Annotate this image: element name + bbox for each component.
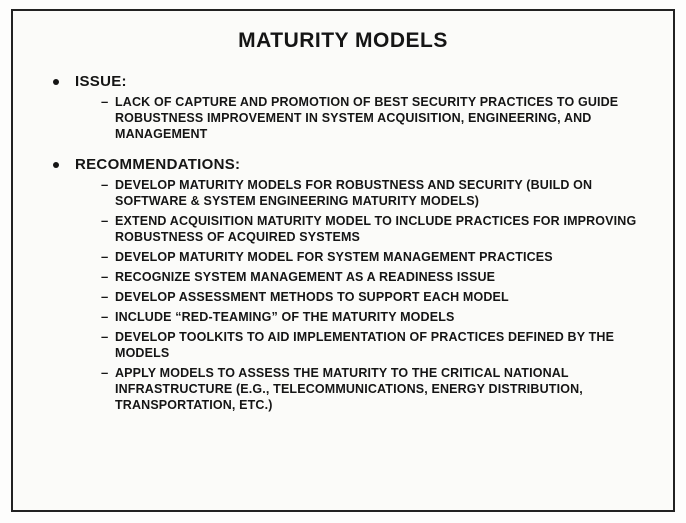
slide-frame: MATURITY MODELS ISSUE: – LACK OF CAPTURE… [11, 9, 675, 512]
bullet-icon [53, 162, 59, 168]
list-item-text: DEVELOP MATURITY MODELS FOR ROBUSTNESS A… [115, 177, 645, 209]
dash-icon: – [101, 329, 115, 345]
list-item-text: INCLUDE “RED-TEAMING” OF THE MATURITY MO… [115, 309, 454, 325]
dash-icon: – [101, 309, 115, 325]
list-item: – DEVELOP MATURITY MODELS FOR ROBUSTNESS… [101, 177, 645, 209]
list-item-text: RECOGNIZE SYSTEM MANAGEMENT AS A READINE… [115, 269, 495, 285]
section-heading-recommendations: RECOMMENDATIONS: [53, 156, 645, 173]
dash-icon: – [101, 94, 115, 110]
recommendations-list: – DEVELOP MATURITY MODELS FOR ROBUSTNESS… [101, 177, 645, 413]
dash-icon: – [101, 177, 115, 193]
list-item: – DEVELOP TOOLKITS TO AID IMPLEMENTATION… [101, 329, 645, 361]
issue-list: – LACK OF CAPTURE AND PROMOTION OF BEST … [101, 94, 645, 142]
section-label: ISSUE: [75, 73, 127, 90]
list-item-text: DEVELOP MATURITY MODEL FOR SYSTEM MANAGE… [115, 249, 553, 265]
list-item: – EXTEND ACQUISITION MATURITY MODEL TO I… [101, 213, 645, 245]
list-item-text: LACK OF CAPTURE AND PROMOTION OF BEST SE… [115, 94, 645, 142]
dash-icon: – [101, 213, 115, 229]
dash-icon: – [101, 289, 115, 305]
list-item: – DEVELOP ASSESSMENT METHODS TO SUPPORT … [101, 289, 645, 305]
list-item-text: DEVELOP TOOLKITS TO AID IMPLEMENTATION O… [115, 329, 645, 361]
list-item: – APPLY MODELS TO ASSESS THE MATURITY TO… [101, 365, 645, 413]
dash-icon: – [101, 269, 115, 285]
list-item: – DEVELOP MATURITY MODEL FOR SYSTEM MANA… [101, 249, 645, 265]
list-item: – INCLUDE “RED-TEAMING” OF THE MATURITY … [101, 309, 645, 325]
bullet-icon [53, 79, 59, 85]
list-item-text: DEVELOP ASSESSMENT METHODS TO SUPPORT EA… [115, 289, 509, 305]
section-label: RECOMMENDATIONS: [75, 156, 240, 173]
section-heading-issue: ISSUE: [53, 73, 645, 90]
dash-icon: – [101, 249, 115, 265]
list-item-text: APPLY MODELS TO ASSESS THE MATURITY TO T… [115, 365, 645, 413]
list-item: – LACK OF CAPTURE AND PROMOTION OF BEST … [101, 94, 645, 142]
dash-icon: – [101, 365, 115, 381]
list-item: – RECOGNIZE SYSTEM MANAGEMENT AS A READI… [101, 269, 645, 285]
list-item-text: EXTEND ACQUISITION MATURITY MODEL TO INC… [115, 213, 645, 245]
slide-title: MATURITY MODELS [41, 29, 645, 53]
